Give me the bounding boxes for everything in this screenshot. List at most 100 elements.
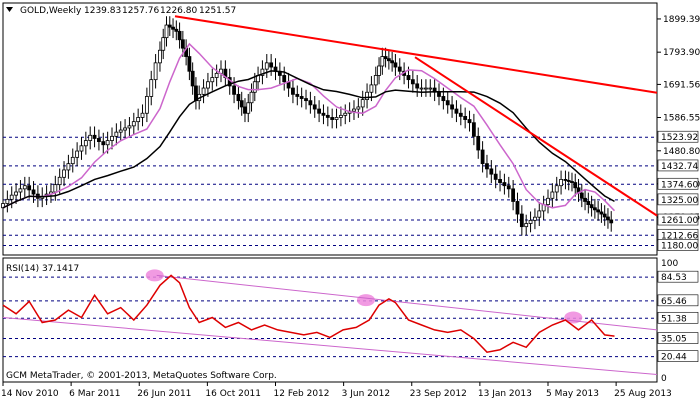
candle-body [57,176,62,186]
candle-body [377,65,381,76]
candle-body [83,140,88,147]
candle-body [167,24,172,28]
candle-body [317,108,322,114]
candle-body [5,198,10,204]
candle-body [14,191,18,196]
candle-body [397,66,402,72]
candle-body [53,184,58,193]
candle-body [566,180,571,182]
y-tick-label: 1691.56 [663,80,700,90]
x-tick-label: 5 May 2013 [546,389,599,399]
level-label: 1523.92 [661,133,698,143]
x-tick-label: 26 Jun 2011 [137,389,191,399]
candle-body [171,26,175,30]
candle-body [450,104,454,110]
candle-body [365,91,369,100]
candle-body [415,83,420,89]
candle-body [586,201,591,205]
candle-body [369,84,374,93]
candle-body [476,135,481,151]
rsi-highlight-marker [356,294,375,307]
rsi-level-box [657,350,699,362]
candle-body [602,213,607,218]
candle-body [295,93,300,97]
level-label: 1325.00 [661,196,698,206]
candle-body [291,87,295,95]
candle-body [127,125,132,129]
candle-body [105,140,110,146]
chart-header-low: 1226.80 [160,6,197,16]
x-tick-label: 23 Sep 2012 [410,389,467,399]
candle-body [304,98,308,102]
y-tick-label: 1480.80 [663,147,700,157]
x-tick-label: 12 Feb 2012 [274,389,330,399]
candle-body [118,129,123,133]
candle-body [308,100,313,106]
candle-body [519,213,524,228]
rsi-tick-label: 35.05 [661,335,687,345]
candle-body [570,181,574,183]
candle-body [437,91,441,97]
candle-body [144,96,149,114]
candle-body [18,188,23,193]
candle-body [356,106,361,110]
candle-body [149,79,154,97]
candle-body [419,87,424,90]
candle-body [321,112,326,116]
candle-body [386,58,391,62]
candle-body [232,85,236,95]
slow-moving-average-line [2,70,615,209]
candle-body [502,182,507,187]
candle-body [334,117,339,120]
candle-body [573,182,578,189]
rsi-level-box [657,294,699,307]
trendline [174,15,658,94]
candle-body [609,219,614,224]
candle-body [559,178,563,187]
candle-body [187,56,192,72]
candle-body [243,106,247,114]
candle-body [537,210,542,218]
x-tick-label: 3 Jun 2012 [342,389,390,399]
level-label-box [657,239,699,251]
candle-body [201,87,206,95]
candle-body [428,87,433,90]
candle-body [383,56,388,60]
candle-body [9,194,14,200]
candle-body [454,108,459,114]
candle-body [380,56,385,67]
candle-body [194,85,198,102]
rsi-level-box [657,270,699,283]
rsi-tick-label: 100 [661,259,678,269]
candle-body [246,102,251,114]
candle-body [70,156,75,165]
candle-body [533,216,537,221]
candle-body [471,122,476,137]
level-label: 1432.74 [661,162,698,172]
trendline [414,56,658,217]
candle-body [249,91,254,104]
candle-body [338,114,343,118]
rsi-tick-label: 0 [661,374,667,384]
candle-body [546,197,550,206]
fast-moving-average-line [2,42,616,212]
rsi-tick-label: 65.46 [661,297,687,307]
candle-body [596,209,601,213]
candle-body [498,178,502,183]
candle-body [325,114,330,118]
candle-body [606,216,610,221]
candle-body [579,192,584,199]
candle-body [506,185,511,190]
candle-body [180,39,185,49]
candle-body [101,141,106,146]
candle-body [583,197,587,202]
candle-body [269,62,274,68]
candle-body [164,24,169,39]
candle-body [390,60,395,64]
rsi-level-box [657,332,699,344]
candle-body [92,134,97,139]
candle-body [136,117,141,123]
candle-body [410,79,415,85]
candle-body [458,112,463,117]
